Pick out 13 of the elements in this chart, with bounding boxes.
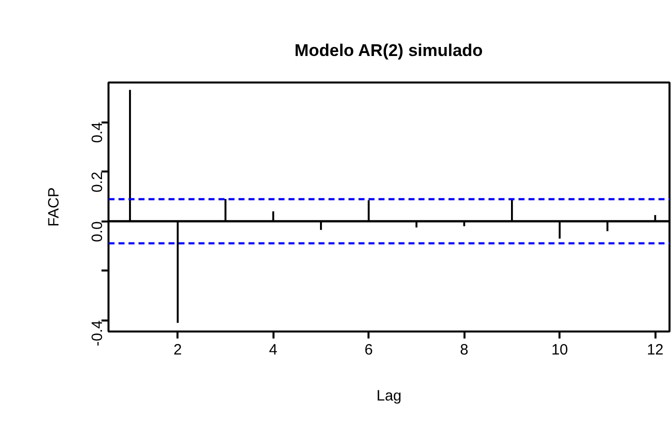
x-tick-label: 8: [460, 342, 468, 358]
x-axis-title: Lag: [376, 388, 402, 404]
chart-title: Modelo AR(2) simulado: [294, 41, 483, 60]
y-tick-label: 0.0: [89, 221, 106, 242]
x-tick-label: 12: [646, 342, 664, 358]
x-tick-label: 10: [551, 342, 568, 358]
x-tick-label: 2: [174, 342, 182, 358]
y-tick-label: -0.4: [89, 320, 106, 346]
y-tick-label: 0.2: [89, 172, 106, 193]
y-axis-title: FACP: [46, 187, 62, 227]
x-tick-label: 6: [364, 342, 373, 358]
y-tick-label: 0.4: [89, 122, 106, 143]
x-tick-label: 4: [269, 342, 278, 358]
